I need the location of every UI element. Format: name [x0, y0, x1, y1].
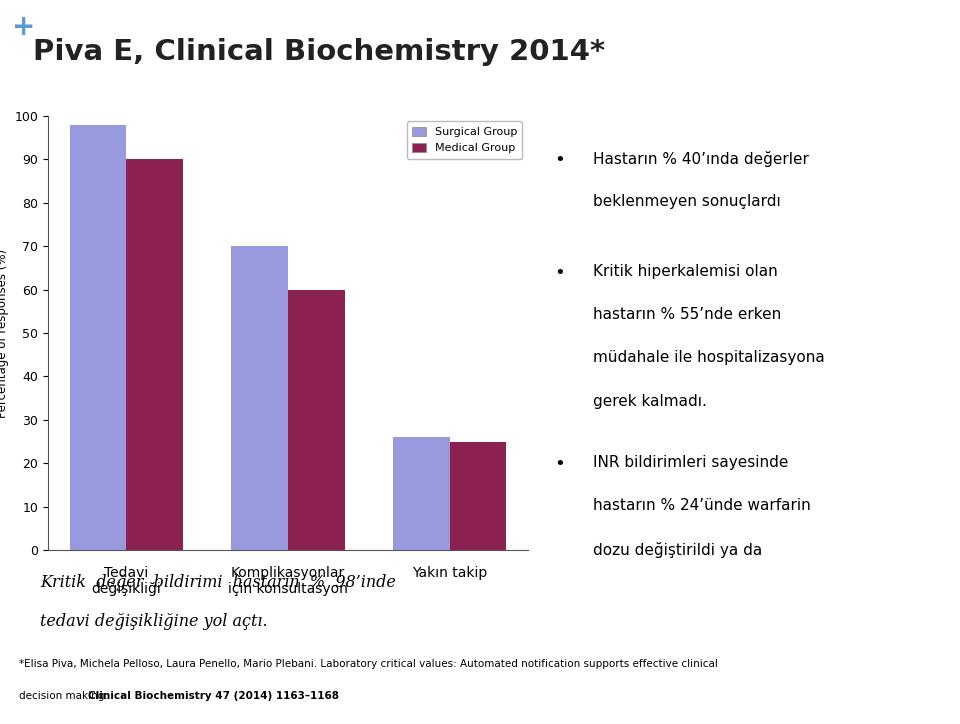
Text: beklenmeyen sonuçlardı: beklenmeyen sonuçlardı [592, 194, 780, 209]
Bar [70, 125, 127, 550]
Text: hastarın % 24’ünde warfarin: hastarın % 24’ünde warfarin [592, 498, 810, 513]
Text: tedavi değişikliğine yol açtı.: tedavi değişikliğine yol açtı. [40, 613, 268, 630]
Text: hastarın % 55’nde erken: hastarın % 55’nde erken [592, 307, 780, 322]
Legend: Surgical Group, Medical Group: Surgical Group, Medical Group [407, 122, 522, 159]
Text: dozu değiştirildi ya da: dozu değiştirildi ya da [592, 542, 762, 557]
Y-axis label: Percentage of responses (%): Percentage of responses (%) [0, 248, 9, 418]
Bar [231, 246, 288, 550]
Text: Clinical Biochemistry 47 (2014) 1163–1168: Clinical Biochemistry 47 (2014) 1163–116… [88, 691, 339, 702]
Text: INR bildirimleri sayesinde: INR bildirimleri sayesinde [592, 455, 788, 470]
Bar [449, 442, 506, 550]
Text: •: • [555, 455, 565, 473]
Text: •: • [555, 151, 565, 169]
Text: decision making.: decision making. [19, 691, 111, 702]
Text: Hastarın % 40’ında değerler: Hastarın % 40’ında değerler [592, 151, 808, 167]
Bar [288, 290, 345, 550]
Text: Kritik  değer  bildirimi  hastarın  %  98’inde: Kritik değer bildirimi hastarın % 98’ind… [40, 574, 396, 591]
Text: Kritik hiperkalemisi olan: Kritik hiperkalemisi olan [592, 264, 778, 279]
Bar [127, 159, 183, 550]
Text: gerek kalmadı.: gerek kalmadı. [592, 394, 707, 409]
Text: müdahale ile hospitalizasyona: müdahale ile hospitalizasyona [592, 350, 825, 366]
Text: +: + [12, 12, 36, 41]
Text: •: • [555, 264, 565, 282]
Bar [393, 437, 449, 550]
Text: *Elisa Piva, Michela Pelloso, Laura Penello, Mario Plebani. Laboratory critical : *Elisa Piva, Michela Pelloso, Laura Pene… [19, 659, 718, 669]
Text: Piva E, Clinical Biochemistry 2014*: Piva E, Clinical Biochemistry 2014* [34, 38, 606, 67]
